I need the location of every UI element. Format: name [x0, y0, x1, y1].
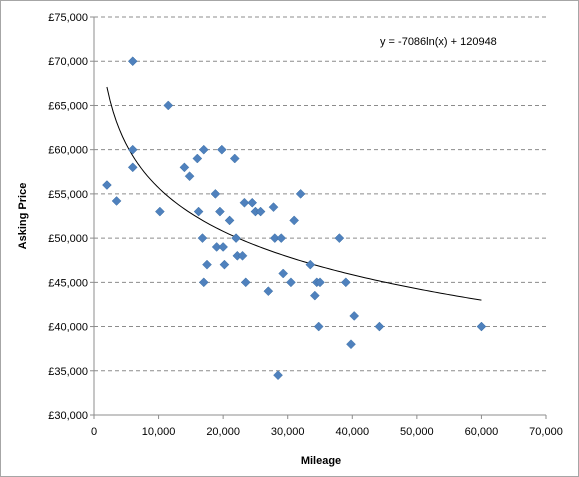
data-point [263, 286, 274, 297]
x-tick-label: 50,000 [400, 426, 434, 438]
data-point [198, 144, 209, 155]
data-point [237, 250, 248, 261]
data-points [102, 56, 487, 381]
data-point [286, 277, 296, 288]
data-point [269, 233, 280, 243]
x-tick-labels: 0 10,000 20,000 30,000 40,000 50,000 60,000 70,… [91, 426, 563, 438]
data-point [313, 321, 324, 332]
data-point [273, 370, 283, 381]
y-axis-title: Asking Price [17, 183, 29, 250]
trendline-equation: y = -7086ln(x) + 120948 [380, 36, 497, 48]
y-tick-label: £65,000 [48, 100, 88, 112]
data-point [231, 233, 241, 243]
x-axis-title: Mileage [301, 455, 341, 467]
y-tick-label: £45,000 [48, 277, 88, 289]
data-point [155, 206, 165, 217]
y-tick-label: £55,000 [48, 189, 88, 201]
data-point [111, 196, 122, 206]
data-point [219, 259, 230, 270]
data-point [346, 339, 356, 350]
data-point [334, 233, 345, 243]
y-tick-label: £70,000 [48, 56, 88, 68]
data-point [179, 162, 190, 173]
x-tick-label: 10,000 [142, 426, 176, 438]
data-point [374, 321, 385, 332]
x-tick-label: 40,000 [335, 426, 369, 438]
data-point [211, 242, 222, 252]
trendline [106, 86, 482, 301]
data-point [476, 321, 487, 332]
y-tick-label: £40,000 [48, 322, 88, 334]
gridlines [90, 16, 547, 419]
data-point [268, 202, 279, 213]
data-point [197, 233, 208, 243]
x-tick-label: 70,000 [529, 426, 563, 438]
y-tick-label: £30,000 [48, 410, 88, 422]
data-point [315, 277, 325, 288]
data-point [210, 189, 221, 199]
data-point [340, 277, 351, 288]
data-point [192, 153, 203, 164]
data-point [240, 277, 251, 288]
data-point [239, 197, 250, 208]
data-point [163, 100, 174, 111]
y-tick-label: £50,000 [48, 233, 88, 245]
data-point [229, 153, 240, 164]
data-point [202, 259, 212, 270]
data-point [184, 171, 195, 182]
data-point [309, 290, 320, 301]
data-point [198, 277, 209, 288]
y-tick-label: £35,000 [48, 366, 88, 378]
trendline-group [106, 86, 482, 301]
data-point [215, 206, 225, 217]
data-point [218, 242, 228, 252]
data-point [295, 189, 306, 199]
y-tick-label: £60,000 [48, 145, 88, 157]
data-point [102, 180, 112, 190]
y-tick-labels: £30,000 £35,000 £40,000 £45,000 £50,000 £55,0… [48, 12, 88, 422]
y-tick-label: £75,000 [48, 12, 88, 24]
data-point [255, 206, 266, 217]
data-point [247, 197, 258, 208]
data-point [305, 259, 316, 270]
data-point [127, 56, 138, 67]
data-point [224, 215, 235, 226]
data-point [216, 144, 227, 155]
data-point [276, 233, 287, 243]
data-point [278, 268, 289, 279]
data-point [127, 144, 138, 155]
data-point [289, 215, 300, 226]
x-tick-label: 30,000 [271, 426, 305, 438]
x-tick-label: 20,000 [206, 426, 240, 438]
data-point [193, 206, 204, 217]
data-point [349, 311, 360, 321]
data-point [127, 162, 138, 173]
x-tick-label: 60,000 [465, 426, 499, 438]
x-tick-label: 0 [91, 426, 97, 438]
axes [93, 17, 546, 416]
